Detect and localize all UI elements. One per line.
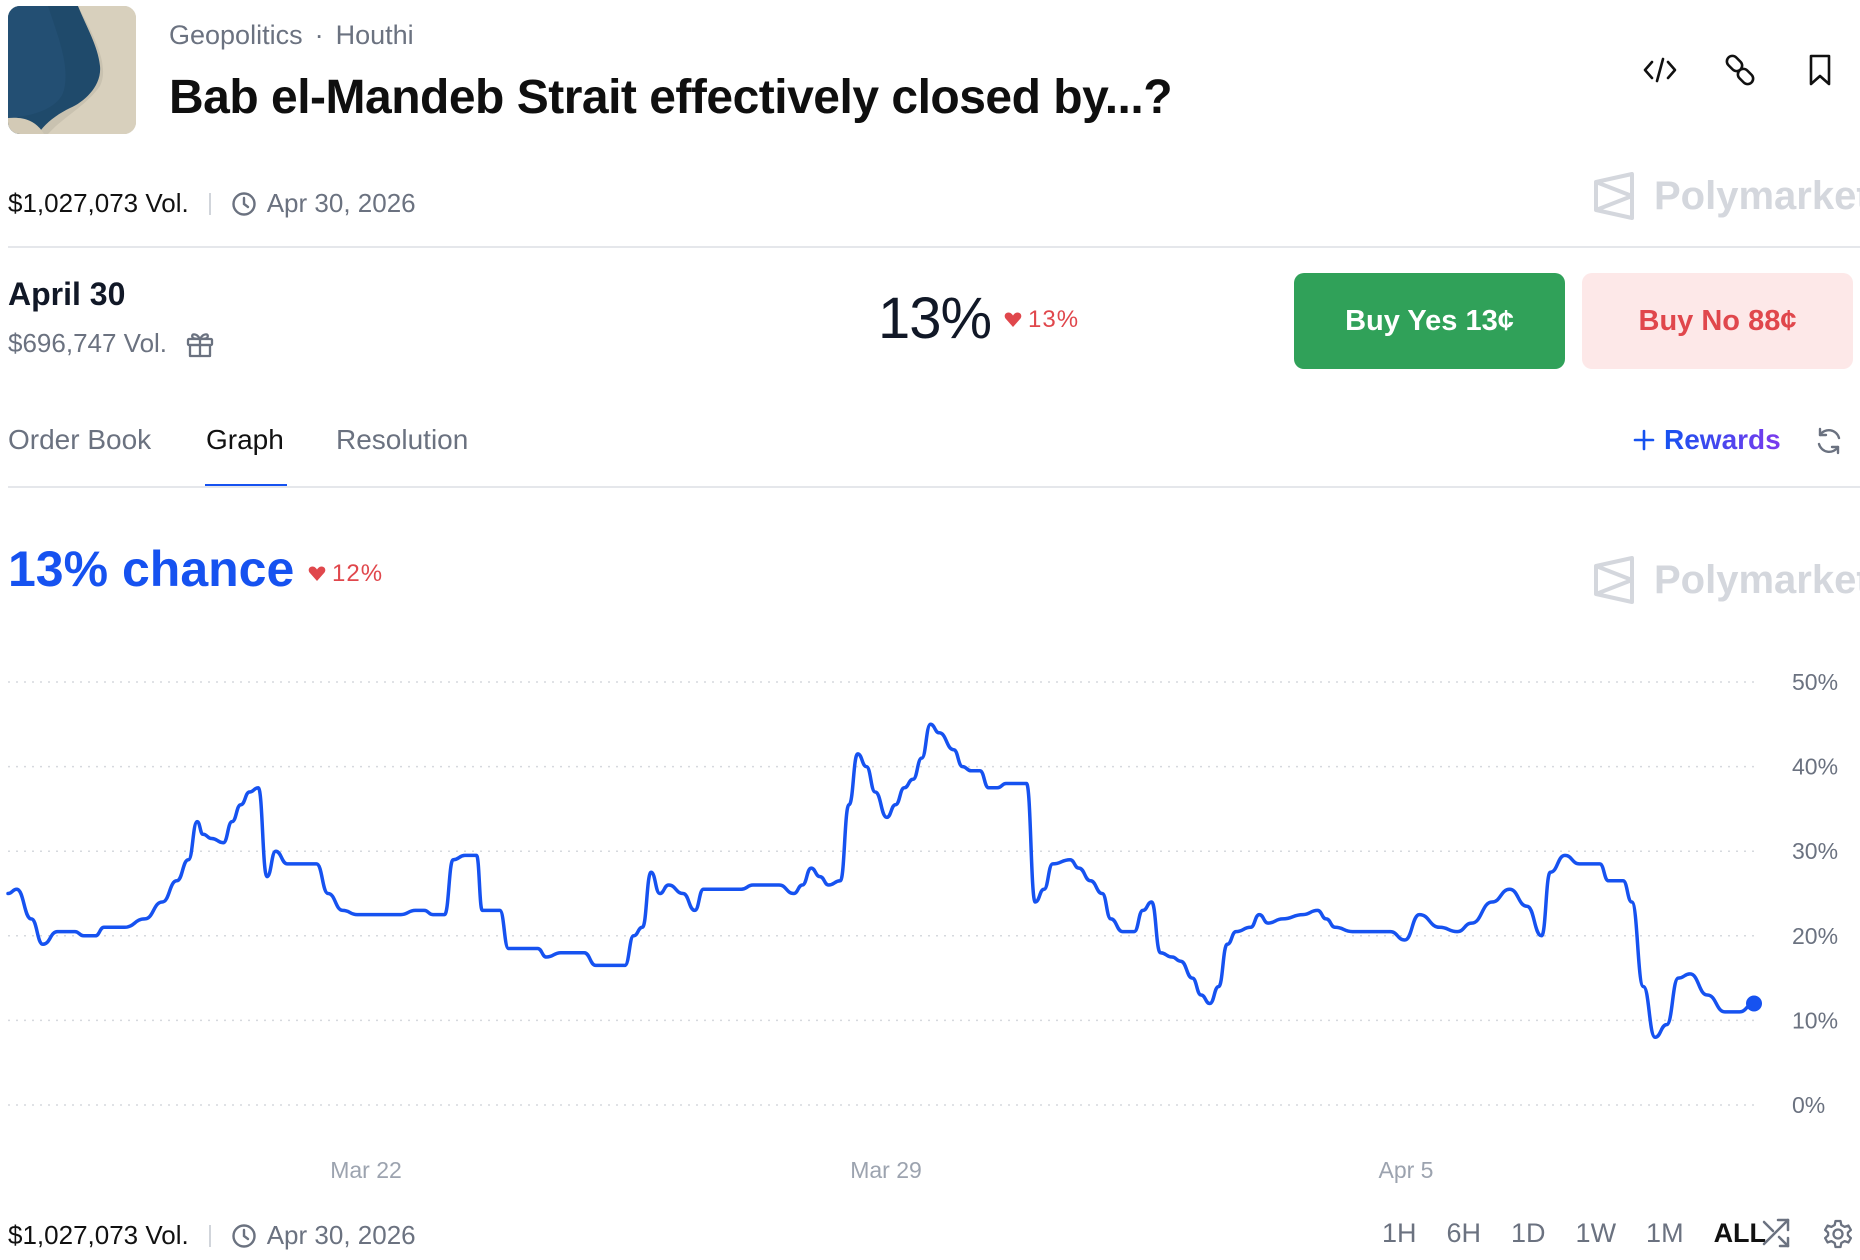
breadcrumb: Geopolitics · Houthi (169, 20, 414, 51)
footer-end-date: Apr 30, 2026 (266, 1220, 416, 1250)
gift-icon[interactable] (185, 329, 215, 359)
chance-label: 13% chance (8, 541, 295, 597)
current-point-marker (1746, 995, 1762, 1012)
x-tick-label: Mar 22 (330, 1157, 402, 1183)
tabs-divider (8, 486, 1860, 488)
price-chart[interactable]: 50% 40% 30% 20% 10% 0% Mar 22 Mar 29 Apr 5 (0, 640, 1860, 1200)
graph-change-value: 12% (332, 560, 384, 587)
market-meta: $1,027,073 Vol. Apr 30, 2026 (8, 188, 416, 219)
buy-no-button[interactable]: Buy No 88¢ (1582, 273, 1853, 369)
footer-divider (208, 1224, 211, 1247)
polymarket-logo: Polymarket (1592, 172, 1860, 220)
polymarket-watermark: Polymarket (1592, 556, 1860, 604)
time-range-selector: 1H 6H 1D 1W 1M ALL (1382, 1218, 1796, 1249)
shuffle-icon[interactable] (1760, 1216, 1794, 1255)
footer-volume: $1,027,073 Vol. (8, 1220, 189, 1250)
y-tick-label: 10% (1792, 1007, 1838, 1033)
bookmark-icon[interactable] (1800, 50, 1840, 90)
buy-no-label: Buy No (1638, 304, 1741, 337)
y-tick-label: 50% (1792, 669, 1838, 695)
tab-order-book[interactable]: Order Book (8, 424, 152, 455)
rewards-label: Rewards (1664, 424, 1781, 455)
heart-down-icon (1004, 312, 1022, 327)
embed-code-icon[interactable] (1640, 50, 1680, 90)
end-date: Apr 30, 2026 (266, 188, 416, 218)
market-title: Bab el-Mandeb Strait effectively closed … (169, 71, 1173, 124)
tab-graph[interactable]: Graph (206, 424, 284, 455)
outcome-percent: 13% (878, 286, 992, 351)
settings-gear-icon[interactable] (1822, 1218, 1854, 1255)
range-6h[interactable]: 6H (1446, 1218, 1482, 1248)
range-1w[interactable]: 1W (1575, 1218, 1617, 1248)
breadcrumb-category[interactable]: Geopolitics (169, 20, 303, 50)
total-volume: $1,027,073 Vol. (8, 188, 189, 218)
graph-change: 12% (308, 560, 383, 588)
y-tick-label: 20% (1792, 923, 1838, 949)
x-tick-label: Mar 29 (850, 1157, 922, 1183)
y-tick-label: 40% (1792, 754, 1838, 780)
clock-icon (232, 191, 256, 216)
buy-yes-price: 13¢ (1465, 304, 1514, 337)
buy-yes-button[interactable]: Buy Yes 13¢ (1294, 273, 1565, 369)
range-1d[interactable]: 1D (1511, 1218, 1546, 1248)
refresh-icon[interactable] (1814, 426, 1844, 461)
header-divider (8, 246, 1860, 248)
outcome-change-value: 13% (1028, 306, 1080, 333)
clock-icon (232, 1223, 256, 1248)
brand-name: Polymarket (1654, 173, 1860, 218)
meta-divider (208, 192, 211, 215)
outcome-change: 13% (1004, 306, 1079, 334)
tab-resolution[interactable]: Resolution (336, 424, 469, 455)
breadcrumb-tag[interactable]: Houthi (335, 20, 414, 50)
price-line (6, 722, 1756, 1040)
outcome-volume-row: $696,747 Vol. (8, 328, 215, 359)
range-all[interactable]: ALL (1713, 1218, 1767, 1248)
y-tick-label: 30% (1792, 838, 1838, 864)
footer-meta: $1,027,073 Vol. Apr 30, 2026 (8, 1220, 416, 1251)
range-1m[interactable]: 1M (1646, 1218, 1684, 1248)
outcome-title: April 30 (8, 276, 126, 312)
range-1h[interactable]: 1H (1382, 1218, 1417, 1248)
outcome-volume: $696,747 Vol. (8, 328, 168, 358)
link-icon[interactable] (1720, 50, 1760, 90)
x-tick-label: Apr 5 (1379, 1157, 1434, 1183)
heart-down-icon (308, 566, 326, 581)
buy-no-price: 88¢ (1748, 304, 1797, 337)
plus-icon (1633, 429, 1655, 451)
breadcrumb-separator: · (314, 20, 324, 50)
market-thumbnail (8, 6, 136, 134)
rewards-button[interactable]: Rewards (1632, 424, 1781, 456)
y-tick-label: 0% (1792, 1092, 1825, 1118)
watermark-brand-name: Polymarket (1654, 557, 1860, 602)
buy-yes-label: Buy Yes (1345, 304, 1458, 337)
